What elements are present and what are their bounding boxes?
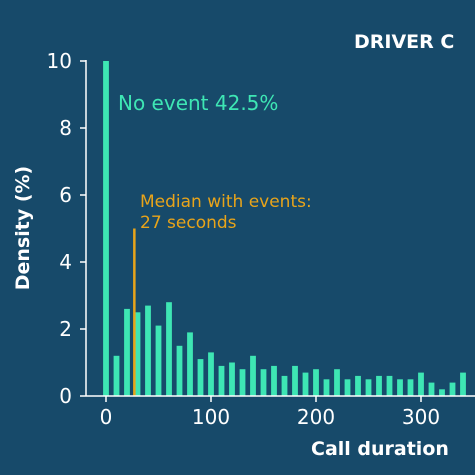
histogram-bar xyxy=(103,61,109,396)
histogram-bar xyxy=(187,332,193,396)
histogram-bar xyxy=(218,365,225,397)
histogram-bar xyxy=(124,308,130,396)
histogram-bar xyxy=(407,379,414,397)
histogram-bar xyxy=(281,375,288,396)
median-annotation-line2: 27 seconds xyxy=(140,213,237,233)
no-event-annotation: No event 42.5% xyxy=(118,91,278,115)
histogram-bar xyxy=(145,305,151,397)
y-tick-label: 6 xyxy=(59,183,72,207)
histogram-bar xyxy=(365,379,372,397)
histogram-bar xyxy=(323,379,330,397)
histogram-bar xyxy=(334,369,340,396)
bars-group xyxy=(103,61,466,397)
y-tick-label: 8 xyxy=(59,116,72,140)
y-ticks: 0 2 4 6 8 10 xyxy=(47,49,86,408)
x-tick-label: 0 xyxy=(100,405,113,429)
histogram-bar xyxy=(439,389,445,396)
histogram-bar xyxy=(197,359,204,396)
histogram-bar xyxy=(418,372,424,396)
chart-title: DRIVER C xyxy=(354,31,454,53)
axes xyxy=(85,60,475,397)
x-tick-label: 100 xyxy=(192,405,230,429)
y-tick-label: 4 xyxy=(59,250,72,274)
histogram-bar xyxy=(250,355,256,396)
histogram-bar xyxy=(229,362,235,396)
histogram-bar xyxy=(134,312,141,397)
histogram-bar xyxy=(313,369,319,396)
histogram-bar xyxy=(239,369,246,396)
histogram-bar xyxy=(460,372,466,396)
histogram-bar xyxy=(260,369,267,396)
histogram-bar xyxy=(155,325,162,396)
histogram-bar xyxy=(176,345,183,397)
histogram-bar xyxy=(302,372,309,396)
histogram-bar xyxy=(428,382,435,396)
histogram-bar xyxy=(292,365,298,397)
x-tick-label: 200 xyxy=(297,405,335,429)
histogram-bar xyxy=(386,375,393,396)
y-axis-label: Density (%) xyxy=(12,166,34,291)
histogram-bar xyxy=(208,352,214,396)
y-tick-label: 2 xyxy=(59,317,72,341)
median-annotation-line1: Median with events: xyxy=(140,192,312,212)
histogram-bar xyxy=(113,355,120,396)
histogram-bar xyxy=(355,375,361,396)
y-tick-label: 10 xyxy=(47,49,72,73)
histogram-bar xyxy=(344,379,351,397)
histogram-bar xyxy=(166,302,172,396)
y-tick-label: 0 xyxy=(59,384,72,408)
histogram-bar xyxy=(397,379,403,397)
x-tick-label: 300 xyxy=(402,405,440,429)
histogram-bar xyxy=(449,382,456,396)
x-ticks: 0 100 200 300 xyxy=(100,396,440,429)
x-axis-label: Call duration xyxy=(311,438,449,460)
histogram-bar xyxy=(376,375,382,396)
histogram-bar xyxy=(271,365,277,397)
